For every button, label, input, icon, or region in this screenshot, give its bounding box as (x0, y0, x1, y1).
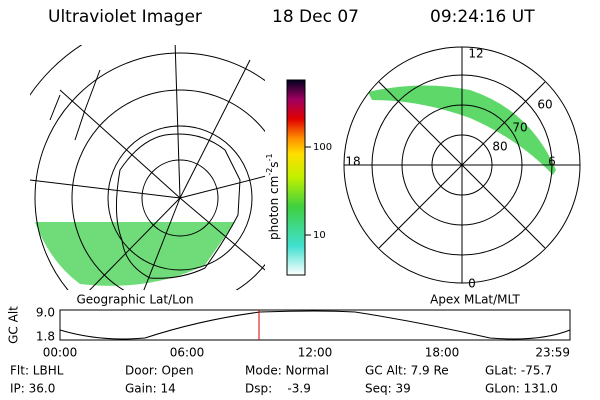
status-field: Flt: LBHL (10, 364, 64, 378)
mlt-label: 0 (468, 277, 476, 291)
status-field: GC Alt: 7.9 Re (365, 364, 449, 378)
lat-label: 80 (492, 140, 507, 154)
date: 18 Dec 07 (272, 7, 359, 27)
status-field: IP: 36.0 (10, 382, 55, 396)
status-field: Mode: Normal (245, 364, 329, 378)
gc-alt-curve (59, 310, 571, 340)
status-field: Gain: 14 (125, 382, 176, 396)
polar-plot (343, 46, 581, 284)
mlt-label: 18 (345, 155, 360, 169)
colorbar (286, 79, 306, 276)
title: Ultraviolet Imager (48, 7, 202, 27)
x-tick-label: 12:00 (298, 346, 333, 360)
status-field: Dsp: -3.9 (245, 382, 311, 396)
gc-alt-frame (59, 309, 571, 341)
lat-label: 70 (512, 121, 527, 135)
caption: Apex MLat/MLT (430, 293, 520, 307)
y-axis-label: GC Alt (7, 306, 21, 344)
mlt-label: 12 (468, 47, 483, 61)
footer: Flt: LBHL Door: Open Mode: Normal GC Alt: 7… (10, 364, 558, 396)
status-field: Seq: 39 (365, 382, 411, 396)
x-tick-label: 18:00 (425, 346, 460, 360)
colorbar-tick-label: 10 (313, 230, 326, 241)
colorbar-tick-label: 100 (313, 142, 332, 153)
x-tick-label: 06:00 (170, 346, 205, 360)
status-field: GLon: 131.0 (485, 382, 558, 396)
x-tick-label: 23:59 (535, 346, 570, 360)
mlt-label: 6 (548, 155, 556, 169)
time: 09:24:16 UT (430, 7, 535, 27)
status-field: GLat: -75.7 (485, 364, 552, 378)
status-field: Door: Open (125, 364, 194, 378)
caption: Geographic Lat/Lon (76, 293, 193, 307)
x-tick-label: 00:00 (43, 346, 78, 360)
y-tick-label: 1.8 (36, 330, 55, 344)
lat-label: 60 (537, 98, 552, 112)
colorbar-label: photon cm-2s-1 (265, 153, 281, 240)
geographic-map (30, 45, 265, 290)
y-tick-label: 9.0 (36, 306, 55, 320)
